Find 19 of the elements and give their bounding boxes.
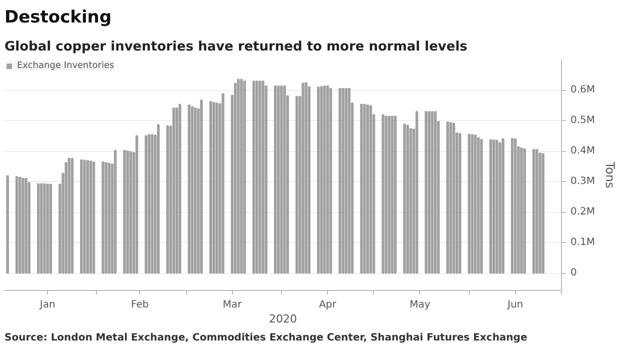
x-tick-label: Jun: [506, 300, 524, 310]
y-tick-label: 0.3M: [570, 176, 596, 188]
y-tick-label: 0.5M: [570, 115, 596, 126]
x-axis-title: 2020: [269, 312, 298, 326]
x-tick-label: May: [410, 300, 430, 310]
x-tick-label: Jan: [38, 300, 56, 310]
chart-subtitle: Global copper inventories have returned to more normal levels: [4, 40, 468, 54]
y-tick-label: 0.6M: [570, 84, 596, 96]
chart-title: Destocking: [4, 8, 112, 28]
y-tick-label: 0.2M: [570, 206, 596, 218]
y-tick-label: 0.4M: [570, 146, 596, 157]
x-tick-label: Feb: [131, 300, 149, 310]
y-axis-title: Tons: [603, 160, 618, 188]
y-tick-label: 0.1M: [570, 237, 596, 248]
x-tick-label: Mar: [222, 300, 243, 310]
y-tick-label: 0: [570, 268, 577, 279]
x-tick-label: Apr: [318, 300, 338, 310]
legend-label: Exchange Inventories: [17, 61, 114, 71]
source-note: Source: London Metal Exchange, Commodities Exchange Center, Shanghai Futures Exchange: [4, 332, 528, 344]
